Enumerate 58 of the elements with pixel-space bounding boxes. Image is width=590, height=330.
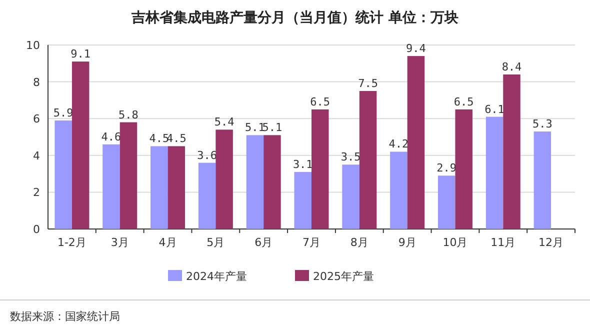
bar [486,116,504,229]
data-label: 2.9 [436,162,457,175]
data-label: 6.5 [454,95,474,108]
source-note: 数据来源：国家统计局 [10,310,120,323]
data-label: 6.5 [310,95,330,108]
y-tick-label: 8 [33,76,40,89]
bar [342,164,360,229]
bar [216,130,233,229]
x-tick-label: 9月 [398,236,416,249]
bar [294,172,312,229]
x-tick-label: 1-2月 [57,236,86,249]
data-label: 9.1 [70,48,91,61]
data-label: 7.5 [358,77,378,90]
x-tick-label: 8月 [350,236,368,249]
bar [246,135,264,229]
bar [438,176,456,229]
chart-title: 吉林省集成电路产量分月（当月值）统计 单位：万块 [130,9,458,26]
legend-label: 2024年产量 [186,270,247,283]
x-tick-label: 7月 [302,236,320,249]
data-label: 4.6 [101,130,122,144]
bar [120,122,138,229]
x-tick-label: 10月 [442,236,468,249]
bar [102,144,120,229]
y-tick-label: 0 [33,223,40,236]
data-label: 5.4 [214,116,235,129]
bar [312,109,329,229]
data-label: 4.2 [388,138,409,151]
y-tick-label: 2 [33,186,40,200]
x-tick-label: 3月 [110,236,129,249]
y-tick-label: 10 [26,39,40,52]
bar [407,56,425,229]
y-tick-label: 6 [33,112,40,126]
data-label: 5.8 [118,108,138,122]
bar [72,62,90,229]
data-label: 5.3 [532,117,552,130]
x-tick-label: 11月 [490,236,516,249]
bar [54,120,72,229]
data-label: 3.5 [340,150,361,164]
x-tick-label: 6月 [254,236,273,249]
y-tick-label: 4 [33,149,40,162]
bar [534,131,552,229]
bar [390,152,408,229]
bar [198,162,216,229]
x-tick-label: 4月 [158,236,177,249]
bar [503,74,520,229]
x-tick-label: 5月 [206,236,225,249]
legend-label: 2025年产量 [313,270,374,283]
bar [359,91,377,229]
bar [455,109,472,229]
bar [150,146,168,229]
bar [264,135,281,229]
data-label: 3.1 [292,158,313,171]
data-label: 8.4 [502,60,522,74]
bar [168,146,186,229]
x-tick-label: 12月 [538,236,564,249]
data-label: 9.4 [406,42,426,56]
data-label: 5.1 [245,121,265,134]
data-label: 5.1 [262,121,282,134]
